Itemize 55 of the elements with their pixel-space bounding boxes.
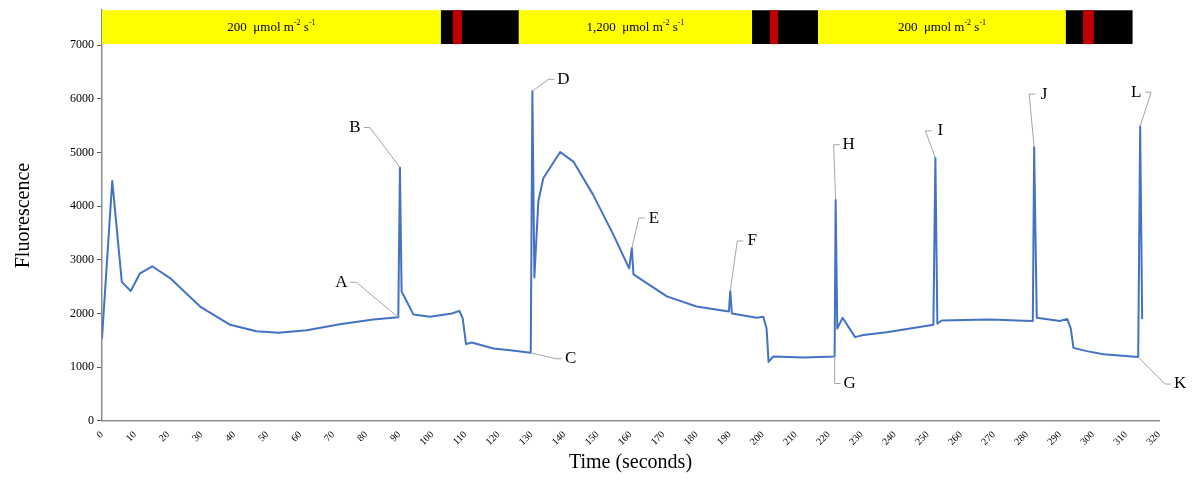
annotation: A (335, 271, 349, 291)
x-tick-label: 280 (1011, 428, 1031, 448)
x-tick-label: 20 (156, 428, 172, 444)
y-tick-label: 3000 (70, 252, 94, 266)
x-tick-label: 130 (516, 428, 535, 448)
y-tick-label: 5000 (70, 144, 94, 159)
x-tick-label: 320 (1143, 428, 1163, 448)
x-tick-label: 170 (648, 428, 667, 448)
annotation: E (648, 207, 660, 227)
x-tick-label: 290 (1044, 428, 1064, 448)
x-tick-label: 80 (354, 428, 370, 444)
x-tick-label: 60 (288, 428, 304, 444)
annotation: G (843, 372, 856, 392)
x-tick-label: 180 (681, 428, 700, 448)
annotation: I (937, 120, 944, 140)
x-tick-label: 70 (321, 428, 337, 444)
x-tick-label: 240 (879, 428, 899, 448)
y-tick-label: 7000 (70, 37, 94, 52)
x-tick-label: 120 (483, 428, 502, 448)
y-tick-label: 1000 (70, 359, 94, 374)
x-tick-label: 250 (912, 428, 932, 448)
y-axis-title: Fluorescence (11, 162, 34, 269)
x-tick-label: 160 (615, 428, 634, 448)
annotation: L (1130, 81, 1142, 101)
x-tick-label: 230 (846, 428, 865, 448)
x-tick-label: 200 (747, 428, 766, 448)
x-tick-label: 270 (978, 428, 998, 448)
annotation: B (349, 116, 361, 136)
x-tick-label: 90 (387, 428, 403, 444)
x-tick-label: 30 (189, 428, 205, 444)
x-tick-label: 310 (1110, 428, 1130, 448)
y-tick-label: 2000 (70, 305, 94, 320)
annotation: D (557, 68, 570, 88)
annotation: H (842, 134, 855, 154)
annotation: K (1174, 373, 1188, 393)
x-tick-label: 300 (1077, 428, 1097, 448)
y-tick-label: 0 (88, 413, 94, 428)
x-tick-label: 40 (222, 428, 238, 444)
x-tick-label: 210 (780, 428, 799, 448)
x-tick-label: 190 (714, 428, 733, 448)
x-tick-label: 220 (813, 428, 832, 448)
x-tick-label: 10 (123, 428, 139, 444)
x-tick-label: 100 (417, 428, 436, 448)
x-tick-label: 50 (255, 428, 271, 444)
x-tick-label: 110 (450, 428, 469, 447)
annotation: J (1040, 83, 1048, 103)
y-tick-label: 6000 (70, 90, 94, 105)
x-tick-label: 150 (582, 428, 601, 448)
x-tick-label: 260 (945, 428, 965, 448)
annotation: C (565, 348, 577, 368)
x-tick-label: 0 (93, 428, 106, 440)
annotation: F (747, 230, 757, 250)
x-tick-label: 140 (549, 428, 568, 448)
y-tick-label: 4000 (70, 198, 94, 213)
x-axis-title: Time (seconds) (568, 450, 693, 474)
